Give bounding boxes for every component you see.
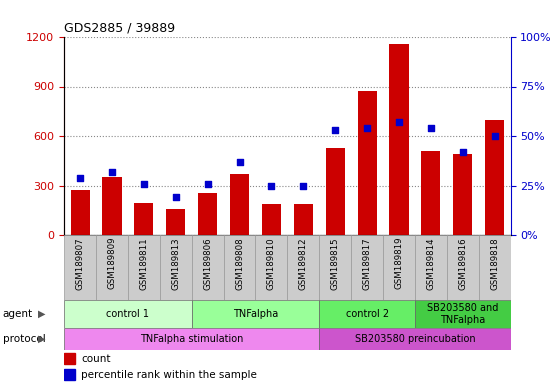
FancyBboxPatch shape [192, 300, 319, 328]
Text: agent: agent [3, 309, 33, 319]
FancyBboxPatch shape [160, 235, 192, 300]
Point [490, 133, 499, 139]
Point [363, 125, 372, 131]
Text: protocol: protocol [3, 334, 46, 344]
Bar [326, 147, 345, 235]
FancyBboxPatch shape [287, 235, 319, 300]
Text: GSM189811: GSM189811 [140, 237, 148, 290]
FancyBboxPatch shape [479, 235, 511, 300]
Bar [389, 44, 408, 235]
Bar [358, 91, 377, 235]
FancyBboxPatch shape [128, 235, 160, 300]
FancyBboxPatch shape [319, 300, 415, 328]
Bar [230, 174, 249, 235]
Point [235, 159, 244, 165]
Text: count: count [81, 354, 111, 364]
Bar [262, 204, 281, 235]
Text: GSM189810: GSM189810 [267, 237, 276, 290]
Text: SB203580 and
TNFalpha: SB203580 and TNFalpha [427, 303, 498, 325]
Bar [64, 369, 75, 381]
FancyBboxPatch shape [96, 235, 128, 300]
Bar [485, 119, 504, 235]
FancyBboxPatch shape [192, 235, 224, 300]
Text: TNFalpha stimulation: TNFalpha stimulation [140, 334, 243, 344]
Text: GSM189814: GSM189814 [426, 237, 435, 290]
Text: GDS2885 / 39889: GDS2885 / 39889 [64, 22, 175, 35]
Point [426, 125, 435, 131]
FancyBboxPatch shape [256, 235, 287, 300]
Bar [70, 190, 90, 235]
Point [267, 182, 276, 189]
Text: ▶: ▶ [38, 334, 45, 344]
Text: SB203580 preincubation: SB203580 preincubation [354, 334, 475, 344]
FancyBboxPatch shape [64, 300, 192, 328]
Text: ▶: ▶ [38, 309, 45, 319]
Text: GSM189817: GSM189817 [363, 237, 372, 290]
Text: GSM189808: GSM189808 [235, 237, 244, 290]
Point [458, 149, 467, 155]
FancyBboxPatch shape [415, 235, 447, 300]
Text: GSM189813: GSM189813 [171, 237, 180, 290]
Bar [166, 209, 185, 235]
Point [203, 180, 212, 187]
Bar [103, 177, 122, 235]
FancyBboxPatch shape [447, 235, 479, 300]
Point [140, 180, 148, 187]
FancyBboxPatch shape [64, 328, 319, 350]
Text: control 1: control 1 [107, 309, 150, 319]
Text: percentile rank within the sample: percentile rank within the sample [81, 370, 257, 380]
FancyBboxPatch shape [319, 328, 511, 350]
Point [76, 174, 85, 180]
Text: GSM189816: GSM189816 [458, 237, 467, 290]
Point [299, 182, 308, 189]
FancyBboxPatch shape [351, 235, 383, 300]
FancyBboxPatch shape [415, 300, 511, 328]
FancyBboxPatch shape [319, 235, 351, 300]
FancyBboxPatch shape [383, 235, 415, 300]
Text: GSM189819: GSM189819 [395, 237, 403, 290]
FancyBboxPatch shape [224, 235, 256, 300]
Point [171, 194, 180, 200]
Bar [134, 203, 153, 235]
Text: control 2: control 2 [345, 309, 388, 319]
Bar [421, 151, 440, 235]
Bar [198, 193, 217, 235]
Text: GSM189806: GSM189806 [203, 237, 212, 290]
Text: GSM189809: GSM189809 [108, 237, 117, 290]
Text: GSM189807: GSM189807 [76, 237, 85, 290]
Text: GSM189818: GSM189818 [490, 237, 499, 290]
Point [331, 127, 340, 133]
Text: TNFalpha: TNFalpha [233, 309, 278, 319]
Bar [294, 204, 313, 235]
Bar [64, 353, 75, 364]
Text: GSM189812: GSM189812 [299, 237, 308, 290]
Point [395, 119, 403, 125]
Text: GSM189815: GSM189815 [331, 237, 340, 290]
Bar [453, 154, 472, 235]
Point [108, 169, 117, 175]
FancyBboxPatch shape [64, 235, 96, 300]
